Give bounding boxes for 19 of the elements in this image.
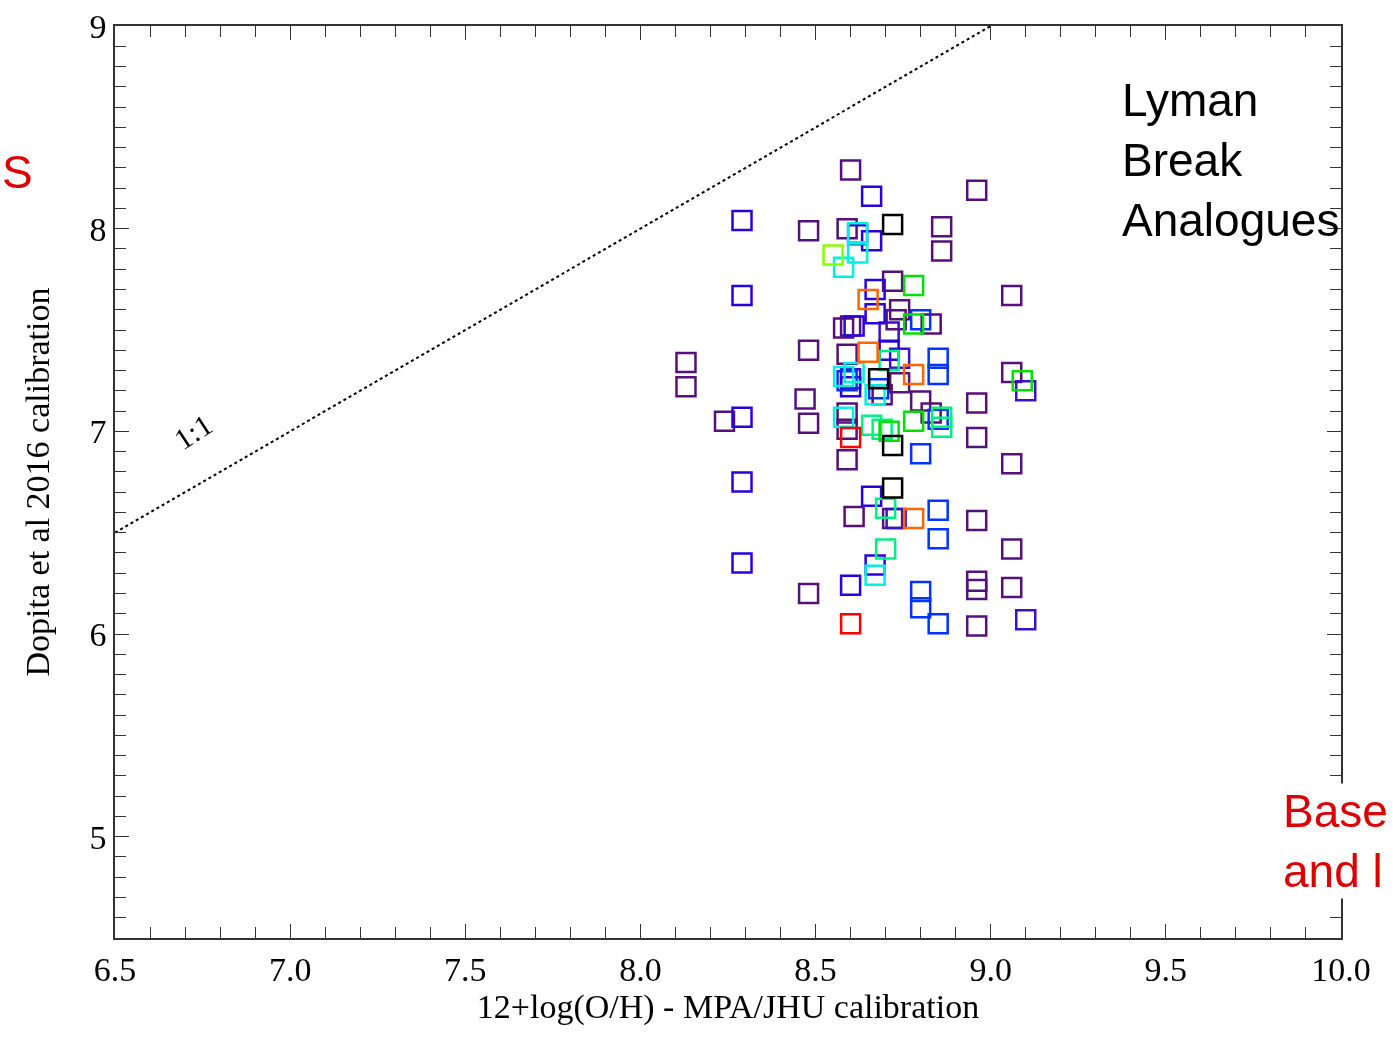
y-tick-label: 7 <box>89 413 107 451</box>
y-tick-label: 6 <box>89 615 107 653</box>
x-tick-label: 8.0 <box>619 950 662 988</box>
text: S <box>2 146 33 198</box>
annotation: Lyman Break Analogues <box>1122 74 1340 246</box>
y-axis-title: Dopita et al 2016 calibration <box>18 287 56 677</box>
annotation: Base and l <box>1283 785 1388 897</box>
x-tick-label: 6.5 <box>93 950 137 988</box>
x-tick-label: 8.5 <box>794 950 837 988</box>
x-tick-label: 7.5 <box>444 950 487 988</box>
annotation: 1:1 <box>167 407 219 456</box>
y-tick-label: 5 <box>89 818 107 856</box>
x-tick-label: 9.0 <box>969 950 1012 988</box>
y-tick-label: 9 <box>89 7 107 45</box>
y-tick-label: 8 <box>89 210 107 248</box>
x-tick-label: 10.0 <box>1311 950 1371 988</box>
x-axis-title: 12+log(O/H) - MPA/JHU calibration <box>476 987 980 1026</box>
x-tick-label: 7.0 <box>268 950 312 988</box>
x-tick-label: 9.5 <box>1144 950 1188 988</box>
